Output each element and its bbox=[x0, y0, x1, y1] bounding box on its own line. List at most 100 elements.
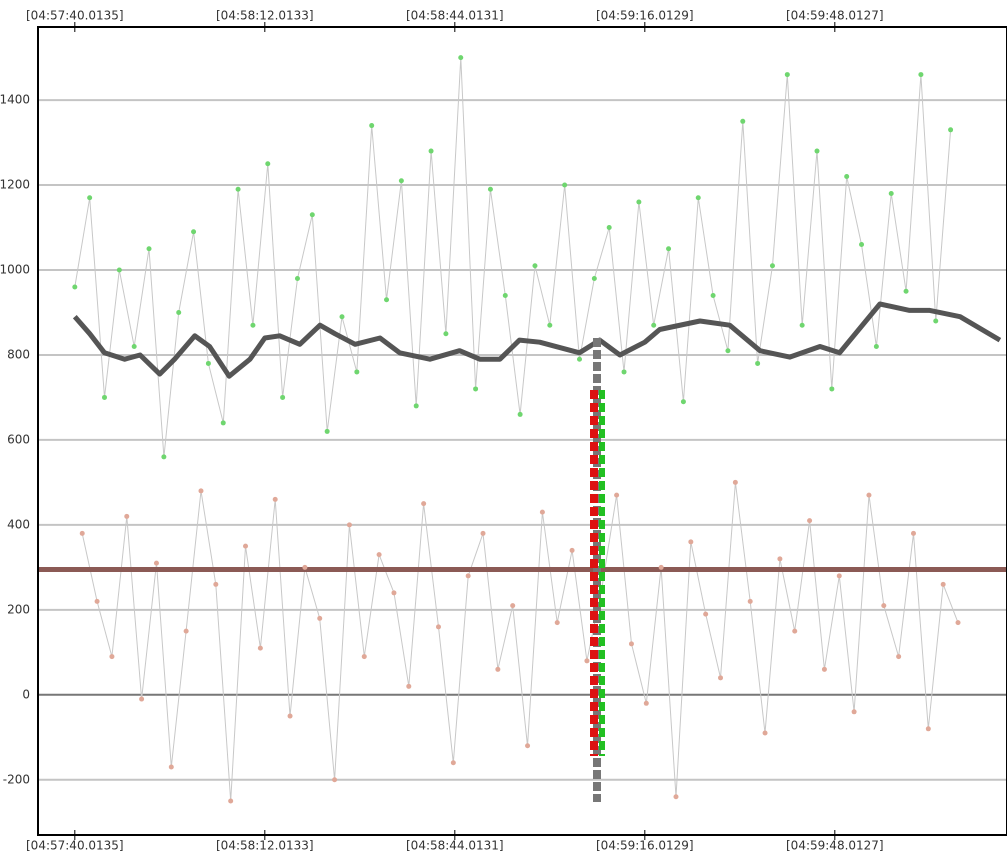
data-point bbox=[324, 428, 330, 434]
data-point bbox=[829, 386, 835, 392]
series-line bbox=[72, 301, 1002, 379]
y-tick-label: 1200 bbox=[0, 178, 30, 192]
data-point bbox=[547, 322, 553, 328]
y-tick-label: 0 bbox=[22, 687, 30, 701]
x-tick-label-top: [04:58:12.0133] bbox=[216, 9, 314, 23]
y-tick-label: -200 bbox=[3, 772, 30, 786]
data-point bbox=[539, 509, 545, 515]
data-point bbox=[955, 620, 961, 626]
data-point bbox=[384, 297, 390, 303]
data-point bbox=[391, 590, 397, 596]
data-point bbox=[517, 411, 523, 417]
grid bbox=[38, 99, 1007, 781]
data-point bbox=[577, 356, 582, 362]
y-tick-label: 1400 bbox=[0, 93, 30, 107]
data-point bbox=[881, 603, 887, 609]
data-point bbox=[940, 581, 946, 587]
y-tick-label: 800 bbox=[7, 347, 30, 361]
data-point bbox=[769, 263, 775, 269]
data-point bbox=[933, 318, 939, 324]
data-point bbox=[458, 55, 464, 61]
data-point bbox=[695, 195, 701, 201]
data-point bbox=[191, 229, 197, 235]
data-point bbox=[183, 628, 189, 634]
data-point bbox=[621, 369, 627, 375]
data-point bbox=[339, 314, 345, 320]
data-point bbox=[421, 501, 427, 507]
data-point bbox=[124, 513, 130, 519]
data-point bbox=[651, 322, 657, 328]
data-point bbox=[369, 123, 375, 129]
data-point bbox=[473, 386, 479, 392]
x-tick-label-top: [04:58:44.0131] bbox=[406, 9, 504, 23]
data-point bbox=[228, 798, 234, 804]
x-tick-label-bottom: [04:58:44.0131] bbox=[406, 839, 504, 853]
x-tick-label-top: [04:57:40.0135] bbox=[26, 9, 124, 23]
series-line bbox=[74, 57, 952, 458]
data-point bbox=[732, 479, 738, 485]
x-tick-label-bottom: [04:58:12.0133] bbox=[216, 839, 314, 853]
data-point bbox=[213, 581, 219, 587]
data-point bbox=[317, 615, 323, 621]
data-point bbox=[807, 518, 813, 524]
series-line bbox=[81, 481, 959, 802]
data-point bbox=[116, 267, 122, 273]
data-point bbox=[480, 530, 486, 536]
data-point bbox=[673, 794, 679, 800]
x-tick-label-top: [04:59:48.0127] bbox=[786, 9, 884, 23]
data-point bbox=[102, 394, 107, 400]
plot-frame bbox=[37, 26, 1007, 836]
data-point bbox=[198, 488, 204, 494]
data-point bbox=[836, 573, 842, 579]
data-point bbox=[131, 343, 137, 349]
data-point bbox=[747, 598, 753, 604]
data-point bbox=[465, 573, 471, 579]
data-point bbox=[176, 309, 182, 315]
data-point bbox=[703, 611, 709, 617]
y-tick-label: 600 bbox=[7, 432, 30, 446]
data-point bbox=[376, 552, 382, 558]
data-point bbox=[243, 543, 249, 549]
x-tick-label-bottom: [04:57:40.0135] bbox=[26, 839, 124, 853]
data-point bbox=[87, 195, 93, 201]
data-point bbox=[851, 709, 857, 715]
y-tick-label: 400 bbox=[7, 517, 30, 531]
data-point bbox=[792, 628, 798, 634]
data-point bbox=[205, 360, 211, 366]
data-point bbox=[257, 645, 263, 651]
data-point bbox=[888, 191, 894, 197]
data-point bbox=[168, 764, 174, 770]
data-point bbox=[153, 560, 159, 566]
data-point bbox=[272, 496, 278, 502]
data-point bbox=[220, 420, 226, 426]
data-point bbox=[658, 564, 664, 570]
data-point bbox=[569, 547, 575, 553]
data-point bbox=[532, 263, 538, 269]
data-point bbox=[235, 186, 241, 192]
data-point bbox=[948, 127, 954, 133]
data-point bbox=[502, 292, 508, 298]
data-point bbox=[606, 225, 612, 231]
data-point bbox=[361, 654, 367, 660]
y-tick-label: 1000 bbox=[0, 262, 30, 276]
data-point bbox=[918, 72, 924, 78]
data-point bbox=[591, 275, 597, 281]
data-point bbox=[562, 182, 568, 188]
data-point bbox=[740, 118, 746, 124]
data-point bbox=[688, 539, 694, 545]
data-point bbox=[94, 598, 100, 604]
data-point bbox=[525, 743, 531, 749]
data-point bbox=[554, 620, 560, 626]
data-point bbox=[146, 246, 152, 252]
data-point bbox=[139, 696, 145, 702]
data-point bbox=[636, 199, 642, 205]
data-point bbox=[109, 654, 115, 660]
data-point bbox=[814, 148, 820, 154]
data-point bbox=[510, 603, 516, 609]
data-point bbox=[643, 700, 649, 706]
data-point bbox=[332, 777, 338, 783]
data-point bbox=[413, 403, 419, 409]
data-point bbox=[680, 399, 686, 405]
